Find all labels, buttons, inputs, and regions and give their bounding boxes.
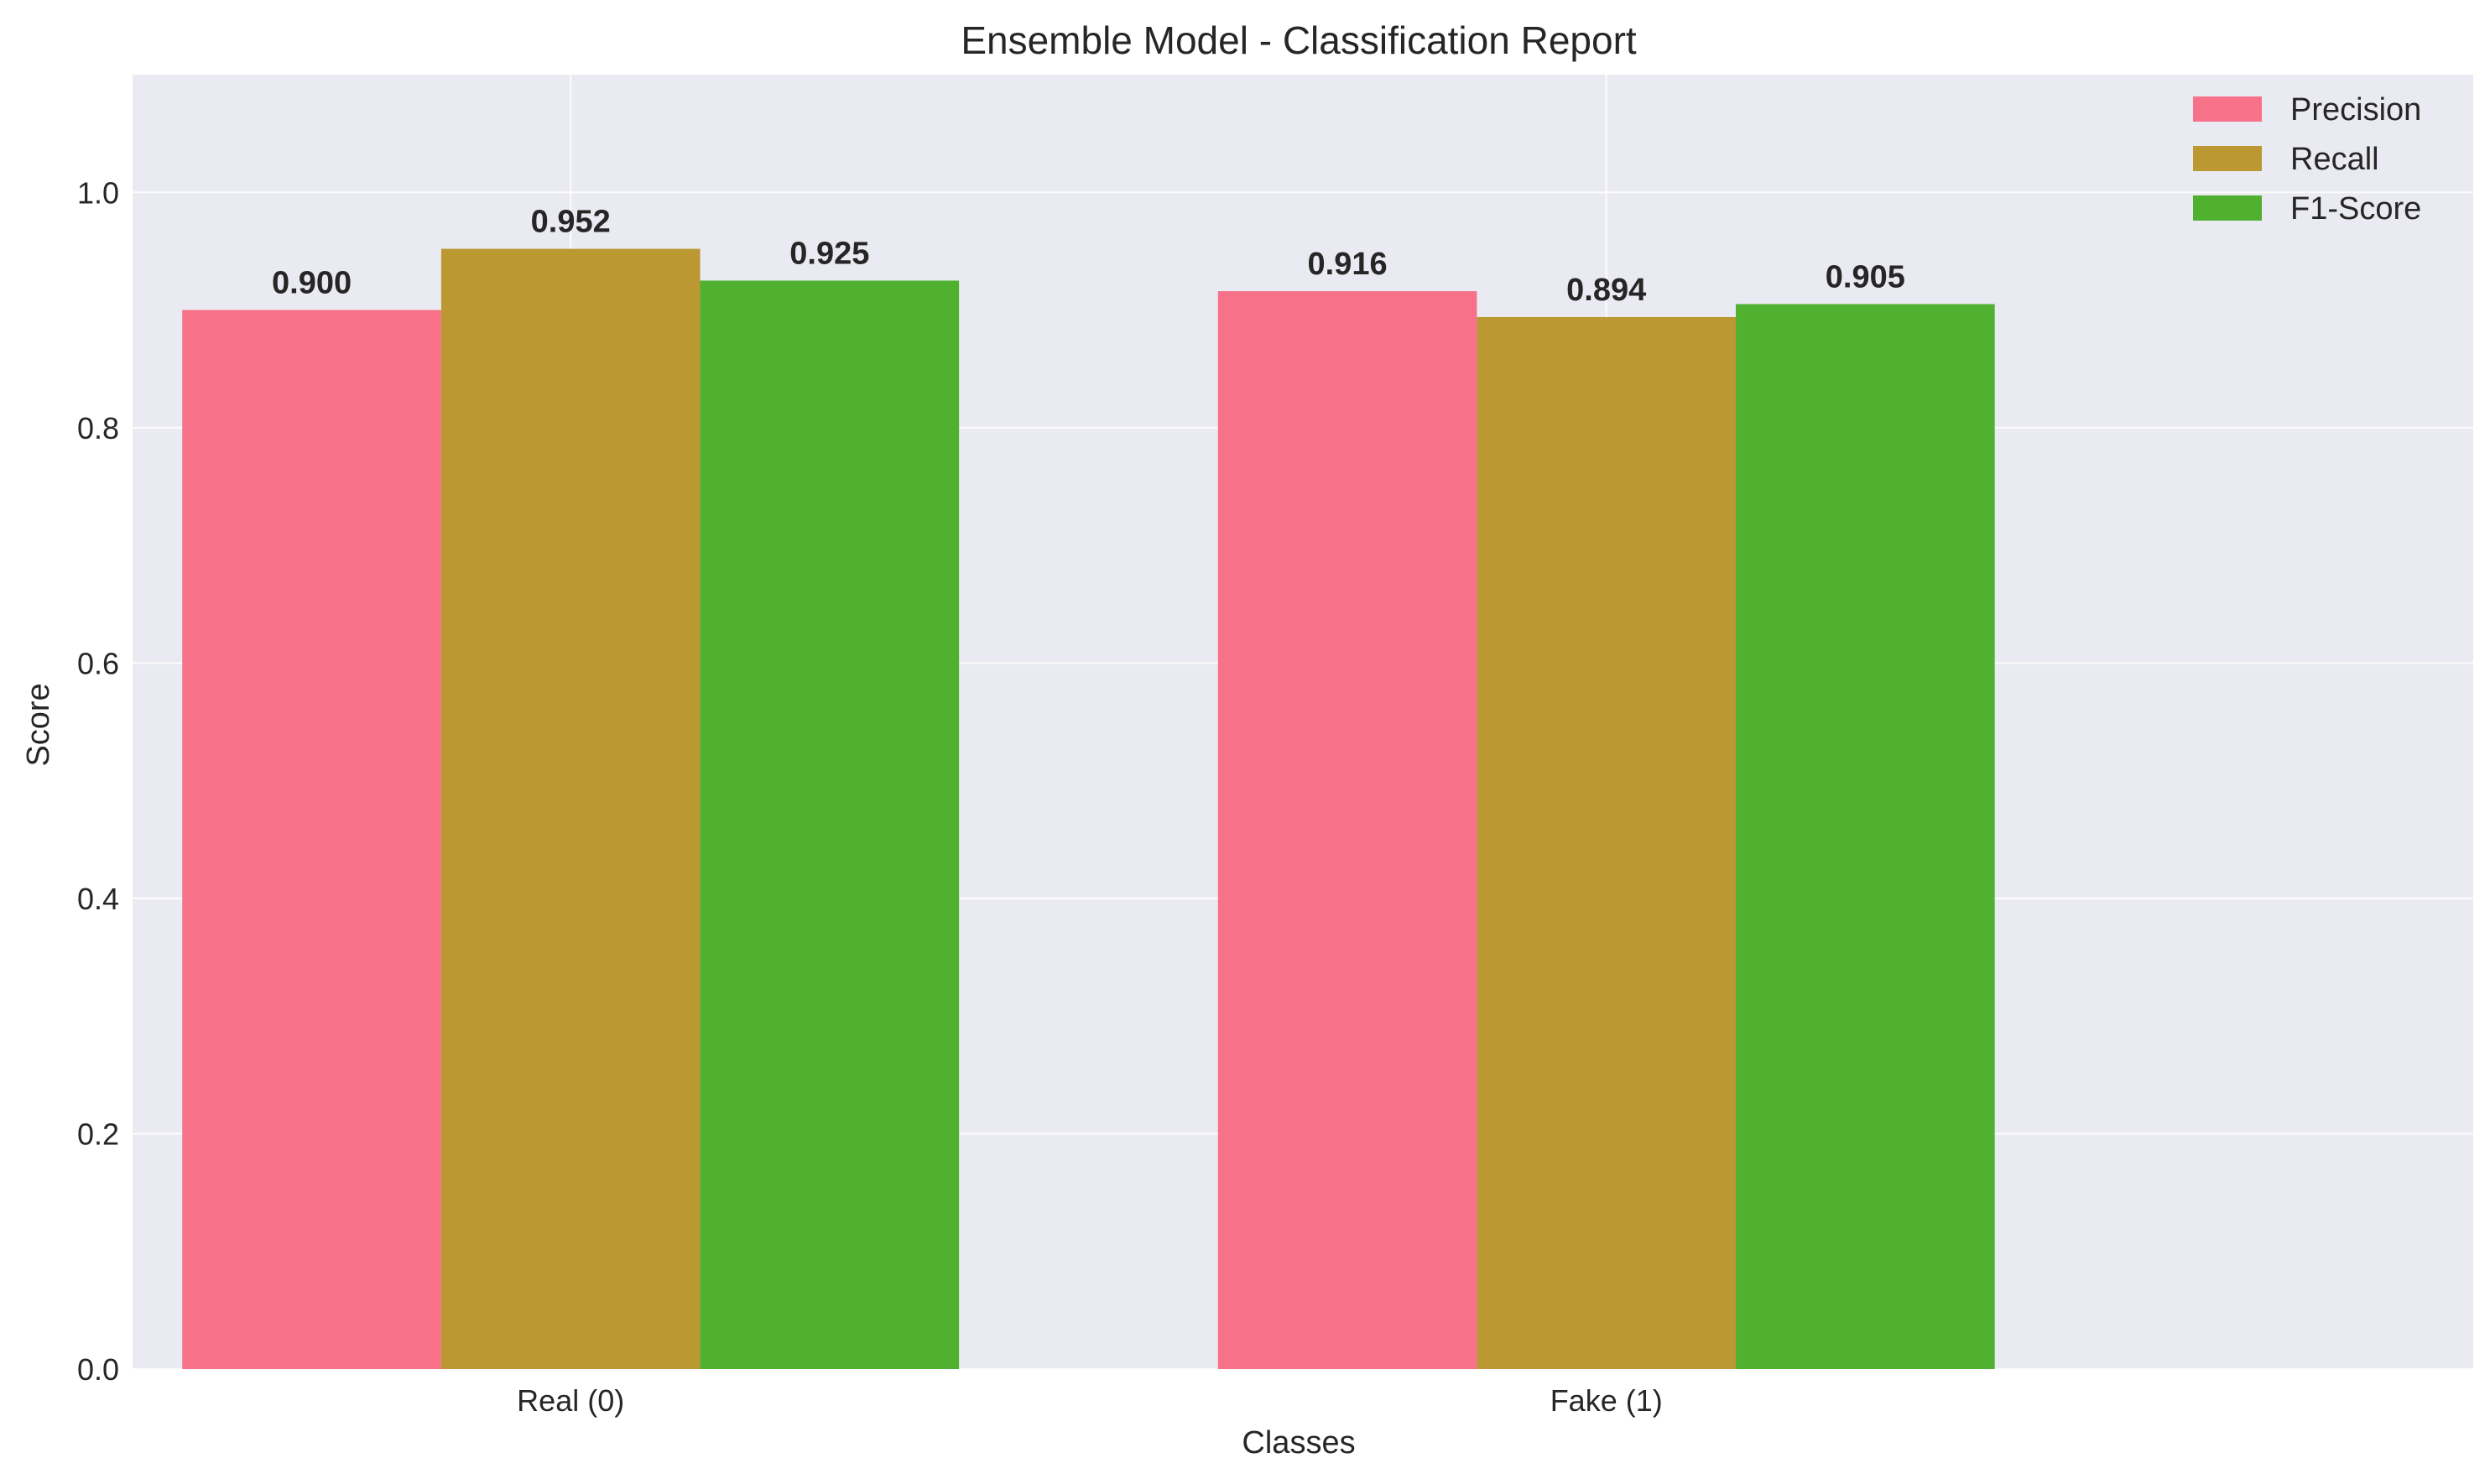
- x-axis-label: Classes: [1242, 1425, 1355, 1461]
- legend-label: Recall: [2290, 142, 2379, 177]
- data-labels: 0.900 0.916 0.952 0.894 0.925 0.905: [272, 205, 1905, 308]
- legend-label: F1-Score: [2290, 191, 2421, 227]
- bar-precision-0: [182, 310, 441, 1370]
- data-label: 0.905: [1826, 260, 1905, 295]
- y-tick-label: 0.4: [77, 882, 119, 916]
- x-tick-label: Real (0): [517, 1383, 624, 1418]
- y-tick-label: 0.8: [77, 411, 119, 445]
- legend-swatch: [2193, 146, 2262, 171]
- data-label: 0.916: [1308, 247, 1388, 282]
- bar-f1-score-0: [700, 280, 960, 1369]
- x-tick-label: Fake (1): [1550, 1383, 1663, 1418]
- x-axis-ticks: Real (0) Fake (1): [517, 1383, 1663, 1418]
- y-axis-ticks: 0.0 0.2 0.4 0.6 0.8 1.0: [77, 175, 119, 1387]
- bar-f1-score-1: [1736, 304, 1995, 1369]
- y-tick-label: 1.0: [77, 175, 119, 210]
- bar-precision-1: [1217, 291, 1477, 1369]
- data-label: 0.952: [531, 205, 611, 240]
- data-label: 0.894: [1566, 273, 1646, 308]
- y-tick-label: 0.2: [77, 1117, 119, 1151]
- legend-swatch: [2193, 195, 2262, 221]
- chart-title: Ensemble Model - Classification Report: [961, 18, 1637, 62]
- y-axis-label: Score: [21, 683, 56, 766]
- y-tick-label: 0.0: [77, 1352, 119, 1387]
- legend-label: Precision: [2290, 92, 2421, 128]
- bar-recall-1: [1477, 316, 1737, 1370]
- legend: Precision Recall F1-Score: [2193, 92, 2421, 227]
- bar-recall-0: [440, 248, 701, 1369]
- bars: [182, 248, 1995, 1370]
- data-label: 0.925: [789, 236, 869, 271]
- legend-swatch: [2193, 96, 2262, 122]
- data-label: 0.900: [272, 266, 352, 301]
- y-tick-label: 0.6: [77, 646, 119, 680]
